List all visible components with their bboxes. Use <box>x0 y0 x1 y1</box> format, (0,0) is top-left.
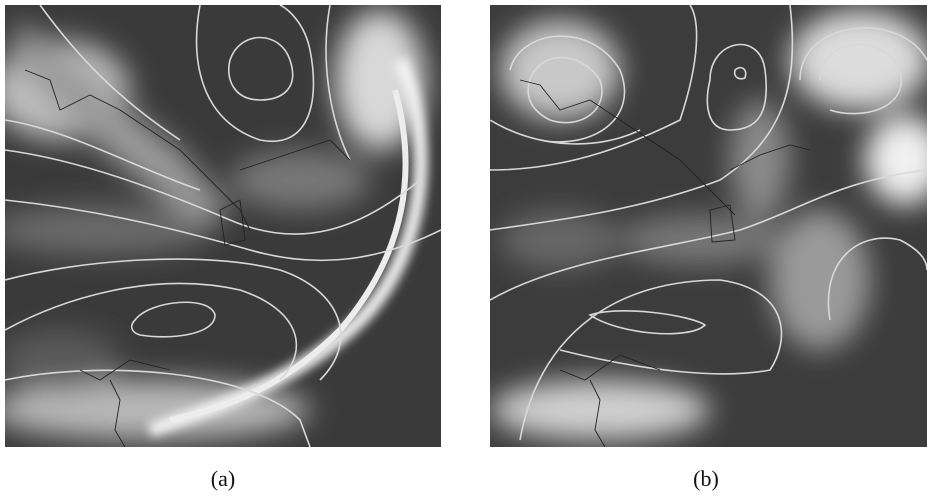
panel-a-image <box>0 5 441 447</box>
panel-label: (a) <box>211 466 235 491</box>
panel-label: (b) <box>693 466 719 491</box>
figure: (a) (b) <box>0 0 927 498</box>
panel-b-image <box>490 5 927 447</box>
